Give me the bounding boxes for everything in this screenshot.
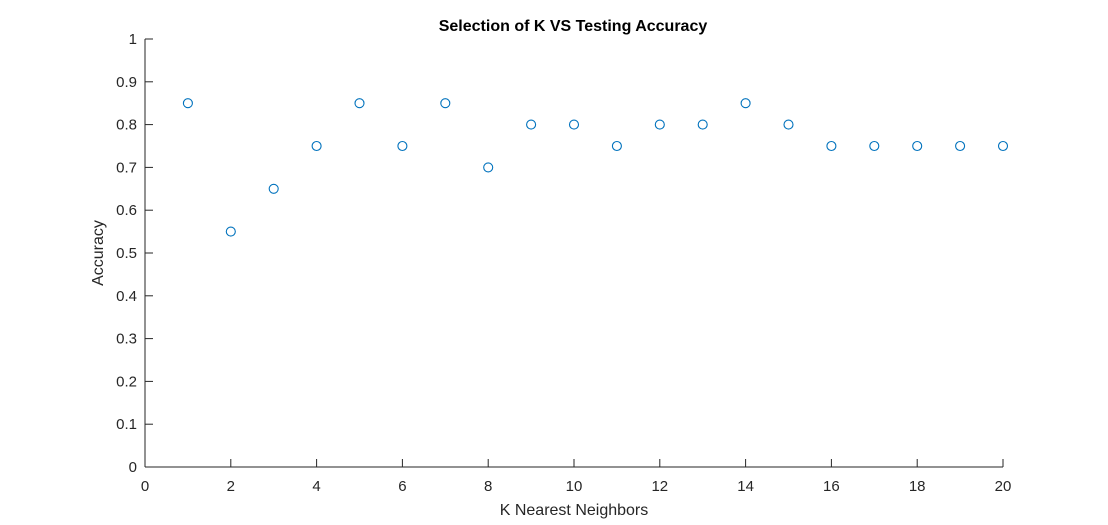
x-tick-label: 4 [312, 478, 320, 495]
x-tick-label: 16 [823, 478, 840, 495]
data-point [311, 140, 322, 152]
y-axis-label: Accuracy [90, 220, 107, 286]
data-point [182, 98, 193, 109]
x-tick-label: 20 [995, 478, 1012, 495]
data-point [268, 183, 279, 194]
x-tick-label: 0 [141, 478, 149, 495]
data-point [912, 140, 923, 152]
y-tick-label: 0.7 [116, 159, 137, 176]
x-axis-ticks: 0 2 4 6 8 10 12 14 16 18 20 [141, 459, 1012, 495]
x-tick-label: 2 [227, 478, 235, 495]
y-tick-label: 0.5 [116, 245, 137, 262]
data-point [654, 119, 665, 130]
y-tick-label: 0.2 [116, 373, 137, 390]
y-tick-label: 1 [129, 31, 137, 48]
y-tick-label: 0.6 [116, 202, 137, 219]
y-tick-label: 0.9 [116, 74, 137, 91]
x-tick-label: 6 [398, 478, 406, 495]
x-tick-label: 10 [566, 478, 583, 495]
x-tick-label: 14 [737, 478, 754, 495]
y-tick-label: 0 [129, 459, 137, 476]
x-axis-label: K Nearest Neighbors [500, 502, 649, 519]
data-point [869, 140, 880, 152]
y-tick-label: 0.3 [116, 331, 137, 348]
data-point [354, 98, 365, 109]
x-tick-label: 8 [484, 478, 492, 495]
y-tick-label: 0.1 [116, 416, 137, 433]
data-point [397, 140, 408, 152]
data-point [611, 140, 622, 152]
y-tick-label: 0.4 [116, 288, 137, 305]
data-point [955, 140, 966, 152]
data-point [783, 119, 794, 130]
y-axis-ticks: 0 0.1 0.2 0.3 0.4 0.5 0.6 0.7 0.8 0.9 1 [116, 31, 153, 476]
data-point [526, 119, 537, 130]
chart-title: Selection of K VS Testing Accuracy [439, 18, 708, 35]
data-point [826, 140, 837, 152]
y-tick-label: 0.8 [116, 117, 137, 134]
data-point [483, 162, 494, 173]
data-point [997, 140, 1009, 152]
x-tick-label: 12 [651, 478, 668, 495]
x-tick-label: 18 [909, 478, 926, 495]
data-point [740, 98, 751, 109]
data-point [225, 226, 236, 237]
data-points [182, 98, 1009, 237]
data-point [440, 98, 451, 109]
data-point [568, 119, 580, 130]
data-point [697, 119, 708, 130]
